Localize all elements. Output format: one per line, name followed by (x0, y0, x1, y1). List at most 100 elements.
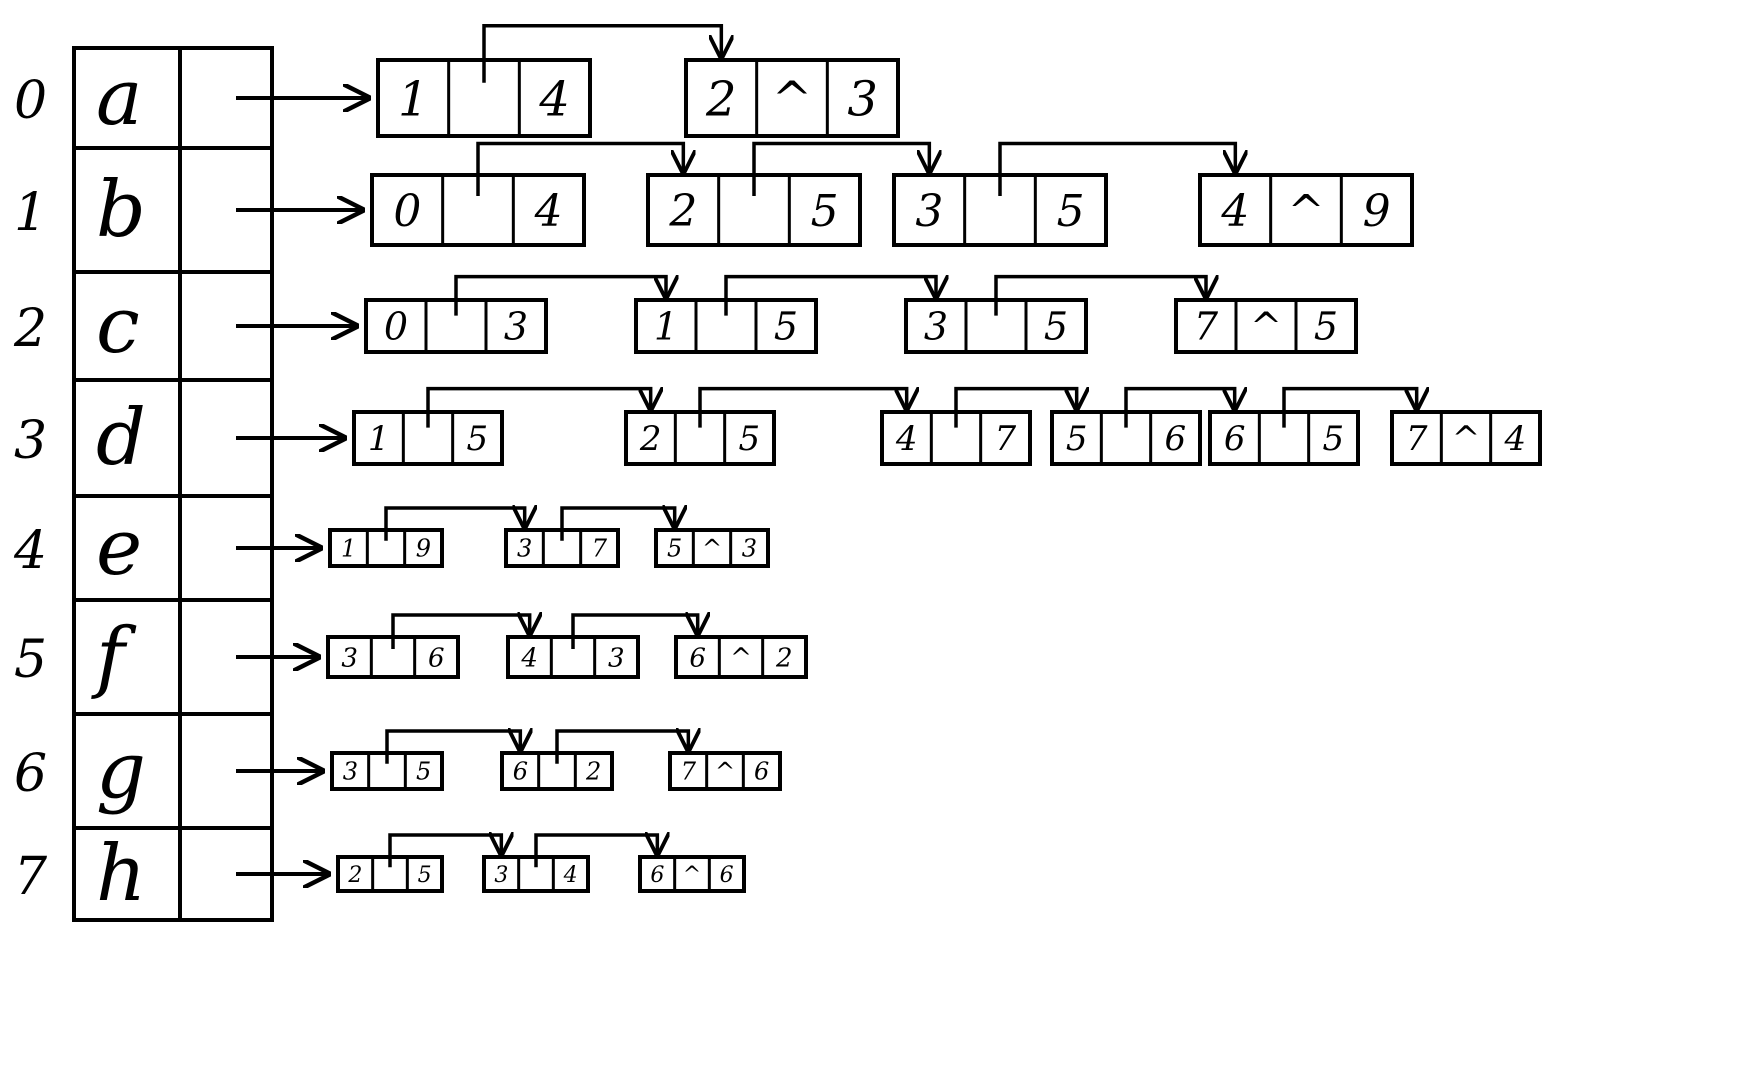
edge-weight: 5 (467, 419, 489, 459)
vertex-index: 1 (14, 183, 47, 243)
edge-weight: 7 (592, 535, 608, 563)
edge-weight: 5 (811, 186, 839, 237)
edge-node-box (654, 528, 770, 568)
edge-weight: 3 (504, 305, 528, 349)
vertex-index: 6 (14, 744, 47, 804)
edge-weight: 4 (563, 863, 578, 888)
edge-adjvex: 1 (341, 535, 356, 563)
edge-adjvex: 3 (494, 863, 508, 888)
edge-node-box (668, 751, 782, 791)
edge-adjvex: 6 (513, 758, 528, 786)
vertex-index: 2 (13, 299, 47, 359)
edge-weight: 6 (754, 758, 769, 786)
next-pointer-arrow (388, 835, 501, 868)
vertex-label: h (96, 829, 146, 919)
edge-adjvex: 7 (681, 758, 697, 786)
edge-weight: 5 (1323, 419, 1345, 459)
vertex-index: 4 (13, 521, 47, 581)
edge-adjvex: 6 (1224, 419, 1246, 459)
edge-adjvex: 4 (1220, 186, 1249, 237)
next-pointer-arrow (571, 615, 698, 649)
edge-node-box (674, 635, 808, 679)
edge-adjvex: 3 (517, 535, 532, 563)
edge-weight: 6 (720, 863, 734, 888)
edge-next: ^ (715, 758, 735, 786)
edge-weight: 5 (1314, 305, 1338, 349)
vertex-label: c (96, 281, 140, 371)
edge-next: ^ (683, 863, 701, 888)
vertex-label: b (96, 165, 146, 255)
vertex-table: 0 a1 b2 c3 d4 e5 f6 g7 h (13, 46, 274, 922)
next-pointer-arrow (560, 508, 675, 541)
edge-weight: 2 (775, 643, 793, 673)
next-pointer-arrow (994, 274, 1206, 316)
edge-adjvex: 2 (705, 71, 737, 127)
edge-next: ^ (730, 643, 752, 673)
next-pointer-arrow (426, 386, 651, 428)
edge-adjvex: 1 (368, 419, 390, 459)
edge-weight: 5 (774, 305, 798, 349)
next-pointer-arrow (385, 731, 520, 764)
edge-adjvex: 6 (689, 643, 706, 673)
edge-node: 5 ^ 3 (654, 528, 770, 568)
next-pointer-arrow (1124, 386, 1235, 428)
edge-adjvex: 5 (1066, 419, 1088, 459)
edge-node: 6 ^ 2 (674, 635, 808, 679)
edge-adjvex: 4 (520, 643, 538, 673)
next-pointer-arrow (698, 386, 907, 428)
edge-next: ^ (702, 535, 722, 563)
edge-lists: 1 4 2 ^ 30 4 2 5 3 5 4 ^ 90 3 1 5 3 5 7 ^ 51 5 2 5 4 7 5 6 6 5 7 ^ 41 9 3 7… (236, 24, 1542, 893)
edge-adjvex: 7 (1194, 305, 1219, 349)
edge-next: ^ (772, 71, 812, 127)
edge-node-box (1174, 298, 1358, 354)
edge-next: ^ (1250, 305, 1282, 349)
next-pointer-arrow (998, 141, 1235, 196)
vertex-table-outline (72, 46, 274, 922)
edge-weight: 4 (538, 71, 570, 127)
next-pointer-arrow (391, 615, 530, 649)
edge-weight: 6 (428, 643, 445, 673)
vertex-label: f (91, 612, 137, 702)
next-pointer-arrow (954, 386, 1077, 428)
edge-adjvex: 6 (650, 863, 664, 888)
edge-weight: 9 (1363, 186, 1391, 237)
edge-adjvex: 0 (393, 186, 421, 237)
edge-node: 6 ^ 6 (638, 855, 746, 893)
next-pointer-arrow (534, 835, 657, 868)
vertex-label: d (96, 393, 146, 483)
edge-weight: 3 (608, 643, 625, 673)
edge-adjvex: 2 (668, 186, 697, 237)
vertex-index: 3 (14, 411, 47, 471)
next-pointer-arrow (724, 274, 936, 316)
vertex-index: 7 (14, 847, 48, 907)
next-pointer-arrow (555, 731, 688, 764)
vertex-label: a (96, 53, 143, 143)
edge-weight: 5 (418, 863, 432, 888)
edge-weight: 4 (1504, 419, 1527, 459)
edge-node: 2 ^ 3 (684, 58, 900, 138)
edge-weight: 5 (416, 758, 431, 786)
edge-adjvex: 3 (341, 643, 358, 673)
edge-adjvex: 3 (924, 305, 948, 349)
edge-weight: 2 (585, 758, 601, 786)
edge-node: 7 ^ 6 (668, 751, 782, 791)
edge-node: 7 ^ 4 (1390, 410, 1542, 466)
vertex-index: 5 (14, 630, 47, 690)
edge-adjvex: 2 (639, 419, 662, 459)
next-pointer-arrow (482, 24, 721, 83)
edge-weight: 3 (742, 535, 757, 563)
vertex-label: g (96, 726, 146, 816)
next-pointer-arrow (454, 274, 666, 316)
edge-weight: 5 (1044, 305, 1068, 349)
edge-adjvex: 2 (347, 863, 362, 888)
edge-adjvex: 3 (343, 758, 358, 786)
edge-node: 4 ^ 9 (1198, 173, 1414, 247)
